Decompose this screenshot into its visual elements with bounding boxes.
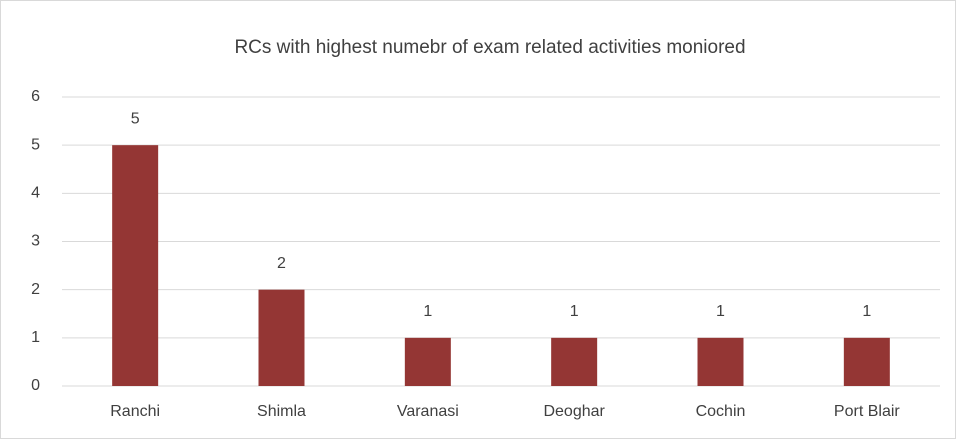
data-label: 2 [277, 255, 286, 272]
y-tick-label: 3 [31, 233, 40, 250]
data-label: 1 [716, 303, 725, 320]
x-tick-label: Shimla [257, 403, 306, 420]
x-tick-label: Port Blair [834, 403, 900, 420]
bar [551, 337, 598, 386]
data-label: 5 [131, 110, 140, 127]
data-label: 1 [862, 303, 871, 320]
y-tick-label: 5 [31, 136, 40, 153]
y-tick-label: 6 [31, 88, 40, 105]
data-label: 1 [423, 303, 432, 320]
bar [258, 289, 305, 386]
y-tick-label: 2 [31, 281, 40, 298]
x-tick-label: Deoghar [543, 403, 605, 420]
y-tick-label: 4 [31, 185, 40, 202]
bar [697, 337, 744, 386]
x-tick-label: Cochin [696, 403, 746, 420]
data-label: 1 [570, 303, 579, 320]
chart-title: RCs with highest numebr of exam related … [234, 37, 745, 58]
x-tick-label: Varanasi [397, 403, 459, 420]
bar [112, 145, 159, 386]
y-tick-label: 0 [31, 377, 40, 394]
bar [404, 337, 451, 386]
bar [843, 337, 890, 386]
y-tick-label: 1 [31, 329, 40, 346]
x-tick-label: Ranchi [110, 403, 160, 420]
